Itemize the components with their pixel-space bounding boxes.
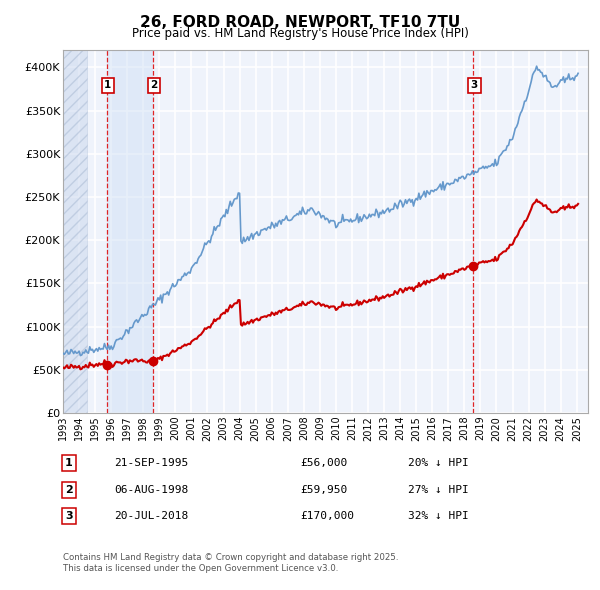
Text: 2: 2 <box>65 485 73 494</box>
HPI: Average price, detached house, Telford and Wrekin: (2.02e+03, 2.57e+05): Average price, detached house, Telford a… <box>428 187 436 194</box>
26, FORD ROAD, NEWPORT, TF10 7TU (detached house) <box>59 364 67 371</box>
Text: 27% ↓ HPI: 27% ↓ HPI <box>408 485 469 494</box>
Text: 32% ↓ HPI: 32% ↓ HPI <box>408 512 469 521</box>
Text: 20% ↓ HPI: 20% ↓ HPI <box>408 458 469 468</box>
HPI: Average price, detached house, Telford and Wrekin: (2.02e+03, 3.97e+05): Average price, detached house, Telford a… <box>535 67 542 74</box>
Text: 1: 1 <box>104 80 112 90</box>
26, FORD ROAD, NEWPORT, TF10 7TU (detached house) <box>77 366 84 373</box>
HPI: Average price, detached house, Telford and Wrekin: (1.99e+03, 6.92e+04): Average price, detached house, Telford a… <box>59 350 67 357</box>
Text: 3: 3 <box>471 80 478 90</box>
Text: This data is licensed under the Open Government Licence v3.0.: This data is licensed under the Open Gov… <box>63 565 338 573</box>
26, FORD ROAD, NEWPORT, TF10 7TU (detached house) <box>533 196 540 203</box>
26, FORD ROAD, NEWPORT, TF10 7TU (detached house) <box>428 277 436 284</box>
Text: 20-JUL-2018: 20-JUL-2018 <box>114 512 188 521</box>
Text: Contains HM Land Registry data © Crown copyright and database right 2025.: Contains HM Land Registry data © Crown c… <box>63 553 398 562</box>
26, FORD ROAD, NEWPORT, TF10 7TU (detached house) <box>535 198 542 205</box>
Text: £56,000: £56,000 <box>300 458 347 468</box>
Text: 06-AUG-1998: 06-AUG-1998 <box>114 485 188 494</box>
Bar <box>107 50 153 413</box>
26, FORD ROAD, NEWPORT, TF10 7TU (detached house) <box>364 298 371 305</box>
Line: 26, FORD ROAD, NEWPORT, TF10 7TU (detached house): 26, FORD ROAD, NEWPORT, TF10 7TU (detach… <box>63 199 578 369</box>
HPI: Average price, detached house, Telford and Wrekin: (2.01e+03, 2.15e+05): Average price, detached house, Telford a… <box>265 224 272 231</box>
Bar <box>63 50 87 413</box>
26, FORD ROAD, NEWPORT, TF10 7TU (detached house) <box>574 201 581 208</box>
HPI: Average price, detached house, Telford and Wrekin: (2.03e+03, 3.93e+05): Average price, detached house, Telford a… <box>574 70 581 77</box>
26, FORD ROAD, NEWPORT, TF10 7TU (detached house) <box>488 257 495 264</box>
26, FORD ROAD, NEWPORT, TF10 7TU (detached house) <box>338 303 345 310</box>
Text: 3: 3 <box>65 512 73 521</box>
HPI: Average price, detached house, Telford and Wrekin: (1.99e+03, 6.65e+04): Average price, detached house, Telford a… <box>77 352 84 359</box>
HPI: Average price, detached house, Telford and Wrekin: (2.02e+03, 4.01e+05): Average price, detached house, Telford a… <box>533 63 540 70</box>
HPI: Average price, detached house, Telford and Wrekin: (2.01e+03, 2.26e+05): Average price, detached house, Telford a… <box>364 214 371 221</box>
HPI: Average price, detached house, Telford and Wrekin: (2.01e+03, 2.21e+05): Average price, detached house, Telford a… <box>338 218 345 225</box>
Text: Price paid vs. HM Land Registry's House Price Index (HPI): Price paid vs. HM Land Registry's House … <box>131 27 469 40</box>
Text: 1: 1 <box>65 458 73 468</box>
HPI: Average price, detached house, Telford and Wrekin: (2.02e+03, 2.87e+05): Average price, detached house, Telford a… <box>488 162 495 169</box>
26, FORD ROAD, NEWPORT, TF10 7TU (detached house) <box>265 312 272 319</box>
Text: £59,950: £59,950 <box>300 485 347 494</box>
Line: HPI: Average price, detached house, Telford and Wrekin: HPI: Average price, detached house, Telf… <box>63 66 578 356</box>
Text: £170,000: £170,000 <box>300 512 354 521</box>
Text: 21-SEP-1995: 21-SEP-1995 <box>114 458 188 468</box>
Text: 2: 2 <box>151 80 158 90</box>
Text: 26, FORD ROAD, NEWPORT, TF10 7TU: 26, FORD ROAD, NEWPORT, TF10 7TU <box>140 15 460 30</box>
